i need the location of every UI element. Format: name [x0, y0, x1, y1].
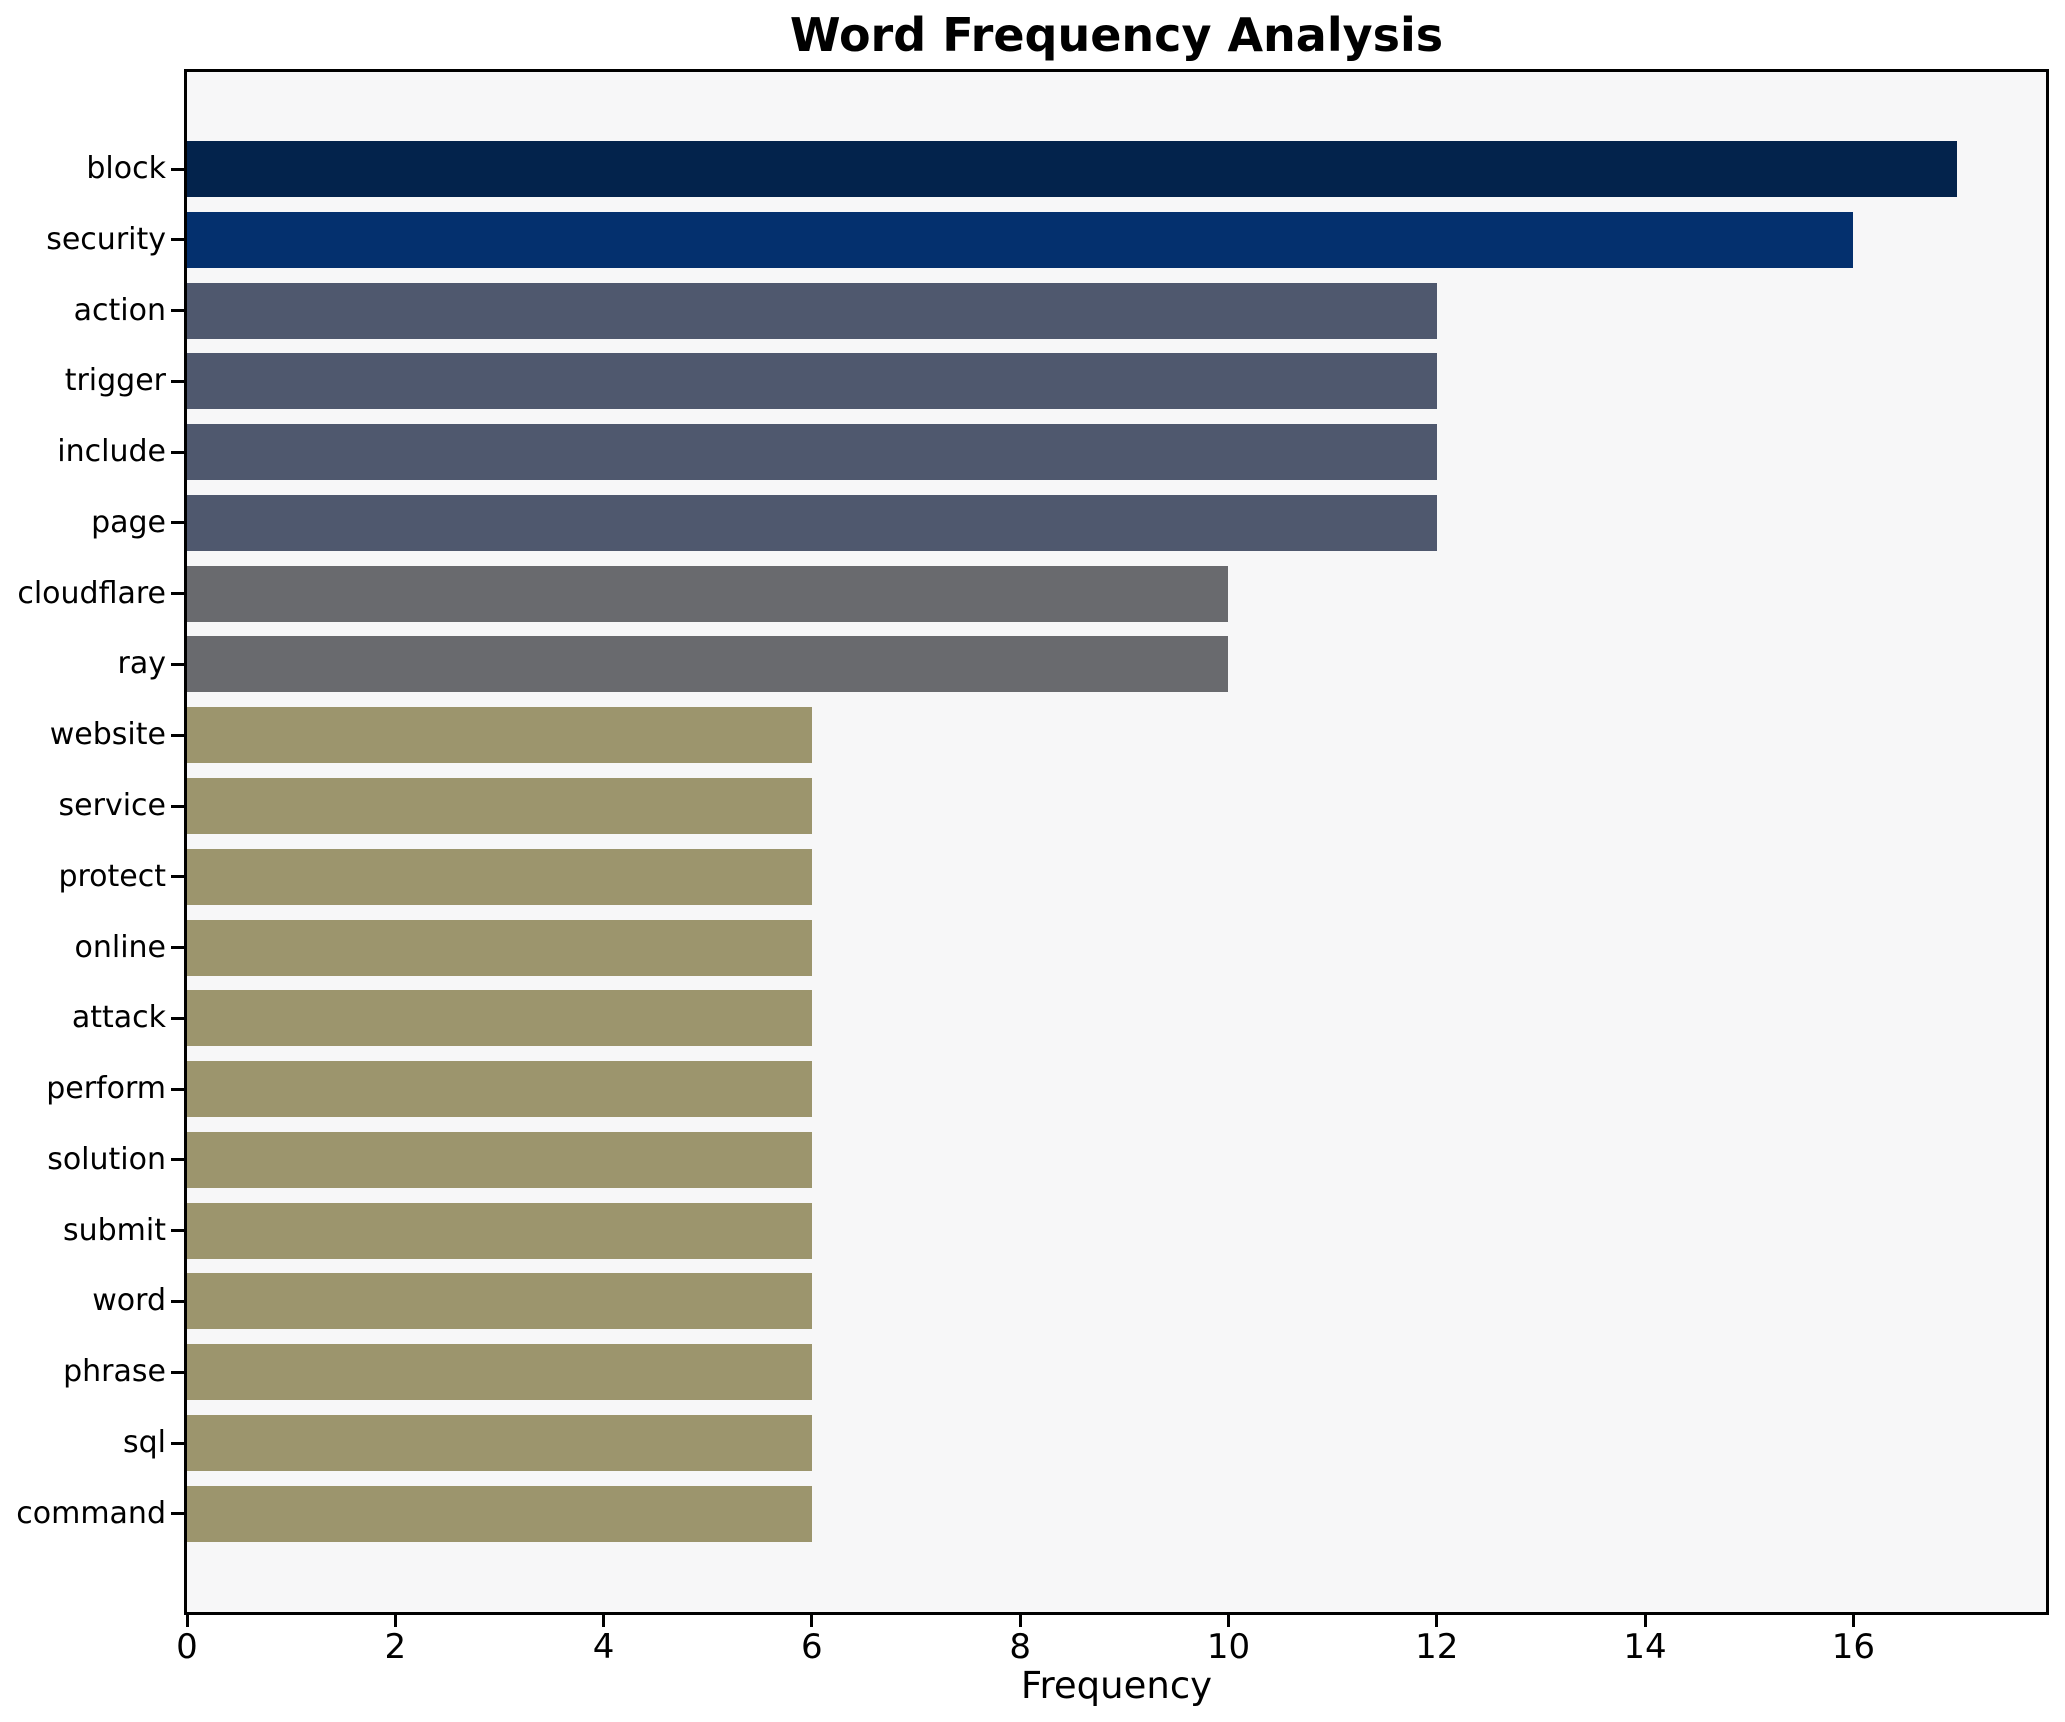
bar-online [187, 919, 812, 976]
xtick-label-6: 6 [801, 1627, 823, 1667]
ytick-mark-word [171, 1299, 184, 1303]
ytick-mark-command [171, 1512, 184, 1516]
ytick-label-ray: ray [117, 646, 166, 682]
bar-command [187, 1485, 812, 1542]
xtick-mark-12 [1435, 1615, 1439, 1627]
xtick-mark-0 [185, 1615, 189, 1627]
bar-attack [187, 990, 812, 1047]
ytick-label-perform: perform [46, 1071, 166, 1107]
xtick-mark-14 [1643, 1615, 1647, 1627]
xtick-label-4: 4 [592, 1627, 615, 1667]
ytick-mark-online [171, 946, 184, 950]
ytick-label-security: security [46, 221, 166, 257]
ytick-mark-sql [171, 1441, 184, 1445]
ytick-label-block: block [86, 151, 166, 186]
bar-security [187, 211, 1854, 268]
bar-protect [187, 848, 812, 905]
bar-cloudflare [187, 565, 1229, 622]
ytick-mark-service [171, 804, 184, 808]
ytick-label-word: word [92, 1283, 166, 1319]
xtick-label-10: 10 [1206, 1627, 1251, 1667]
ytick-label-website: website [49, 717, 166, 753]
xtick-mark-16 [1851, 1615, 1855, 1627]
ytick-mark-phrase [171, 1370, 184, 1374]
ytick-label-page: page [91, 504, 166, 540]
bar-include [187, 424, 1437, 481]
ytick-mark-solution [171, 1158, 184, 1162]
ytick-mark-cloudflare [171, 592, 184, 596]
ytick-label-trigger: trigger [64, 363, 166, 399]
ytick-label-action: action [73, 292, 166, 328]
ytick-label-cloudflare: cloudflare [17, 575, 166, 611]
ytick-mark-attack [171, 1016, 184, 1020]
xtick-label-2: 2 [384, 1627, 407, 1667]
bar-sql [187, 1415, 812, 1472]
xtick-label-0: 0 [176, 1627, 198, 1667]
xtick-mark-4 [602, 1615, 606, 1627]
ytick-mark-submit [171, 1229, 184, 1233]
xtick-mark-2 [393, 1615, 397, 1627]
ytick-mark-perform [171, 1087, 184, 1091]
bar-website [187, 707, 812, 764]
bar-trigger [187, 353, 1437, 410]
ytick-label-service: service [58, 788, 166, 824]
bar-block [187, 141, 1958, 197]
bar-action [187, 282, 1437, 339]
bar-phrase [187, 1344, 812, 1401]
ytick-mark-page [171, 521, 184, 525]
ytick-mark-security [171, 238, 184, 242]
xtick-mark-6 [810, 1615, 814, 1627]
bar-ray [187, 636, 1229, 693]
ytick-label-attack: attack [71, 1000, 166, 1036]
ytick-mark-website [171, 733, 184, 737]
ytick-mark-trigger [171, 379, 184, 383]
chart-title: Word Frequency Analysis [789, 8, 1444, 62]
plot-area [184, 69, 2049, 1615]
ytick-mark-block [171, 167, 184, 171]
ytick-label-online: online [74, 929, 166, 965]
bar-word [187, 1273, 812, 1330]
bar-page [187, 494, 1437, 551]
ytick-label-submit: submit [62, 1212, 166, 1248]
ytick-mark-include [171, 450, 184, 454]
ytick-mark-protect [171, 875, 184, 879]
bar-perform [187, 1061, 812, 1118]
ytick-label-command: command [16, 1495, 166, 1531]
ytick-label-sql: sql [122, 1425, 166, 1461]
ytick-mark-action [171, 309, 184, 313]
bar-solution [187, 1131, 812, 1188]
ytick-label-include: include [57, 434, 166, 470]
bar-submit [187, 1202, 812, 1259]
xtick-mark-8 [1018, 1615, 1022, 1627]
ytick-label-protect: protect [58, 858, 166, 894]
xtick-label-14: 14 [1623, 1627, 1667, 1667]
xtick-label-16: 16 [1831, 1627, 1875, 1667]
x-axis-label: Frequency [1020, 1664, 1213, 1707]
ytick-label-phrase: phrase [63, 1354, 166, 1390]
bar-service [187, 778, 812, 835]
xtick-label-8: 8 [1009, 1627, 1031, 1667]
ytick-label-solution: solution [47, 1141, 166, 1177]
xtick-mark-10 [1226, 1615, 1230, 1627]
ytick-mark-ray [171, 662, 184, 666]
xtick-label-12: 12 [1415, 1627, 1459, 1667]
